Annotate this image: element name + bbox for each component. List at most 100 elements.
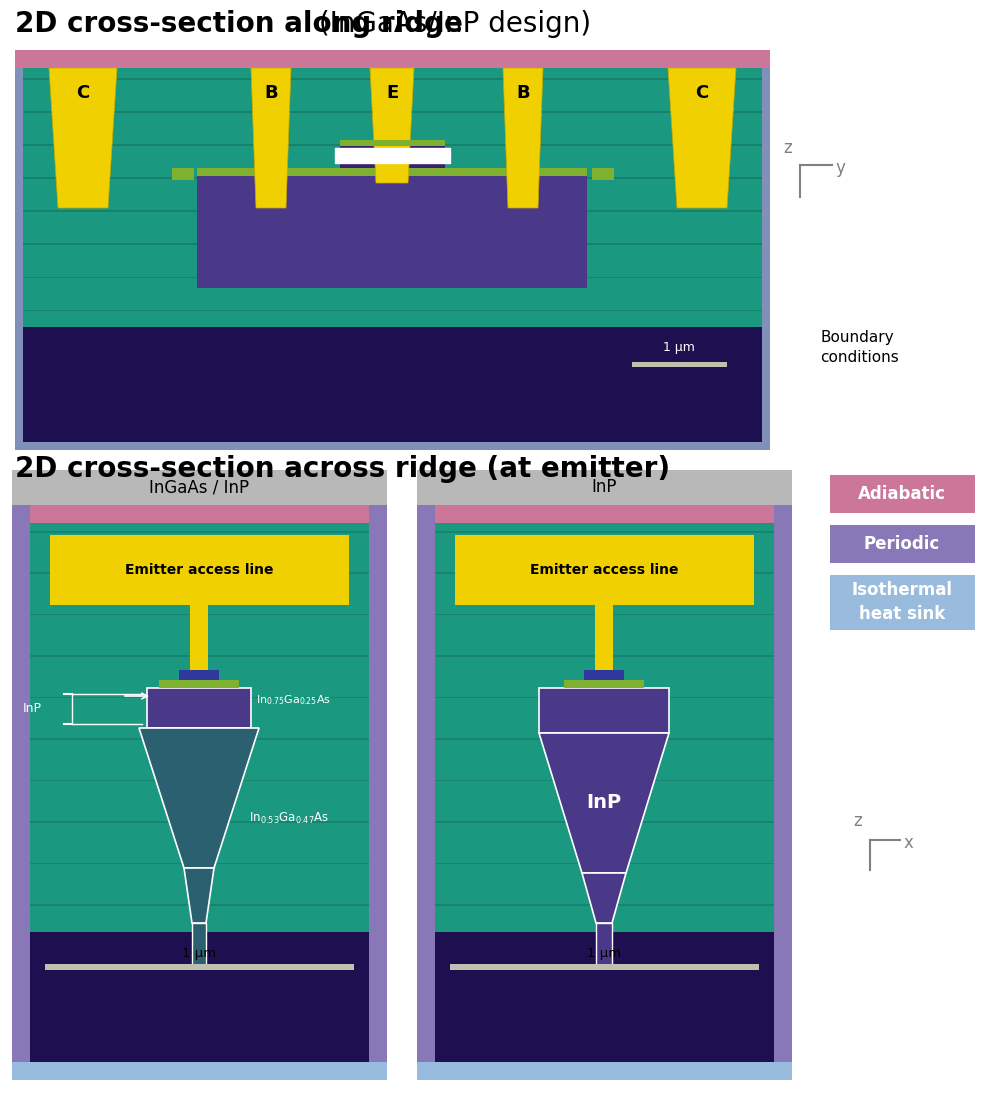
Text: z: z (784, 139, 792, 156)
Bar (23, 409, 762, 410)
Bar (30, 904, 369, 906)
Bar (455, 534, 754, 605)
Bar (435, 946, 774, 947)
Bar (45, 964, 354, 970)
Bar (30, 932, 369, 1062)
Bar (23, 111, 762, 112)
Bar (584, 670, 624, 680)
Bar (450, 964, 759, 970)
Text: B: B (516, 84, 530, 102)
Bar (30, 1028, 369, 1030)
Bar (23, 177, 762, 179)
Bar (23, 376, 762, 377)
Polygon shape (139, 728, 259, 868)
Text: Periodic: Periodic (864, 534, 940, 553)
Bar (30, 531, 369, 532)
Bar (774, 505, 792, 1080)
Text: Emitter access line: Emitter access line (530, 563, 679, 577)
Bar (335, 148, 450, 163)
Bar (435, 904, 774, 906)
Bar (340, 140, 445, 145)
Bar (830, 475, 975, 514)
Bar (12, 505, 387, 523)
Bar (435, 696, 774, 699)
Bar (595, 605, 613, 670)
Text: 2D cross-section across ridge (at emitter): 2D cross-section across ridge (at emitte… (15, 455, 670, 483)
Bar (435, 780, 774, 781)
Text: Isothermal
heat sink: Isothermal heat sink (852, 581, 952, 623)
Bar (192, 923, 206, 968)
Bar (15, 50, 770, 68)
Bar (564, 680, 644, 688)
Bar (23, 387, 762, 442)
Bar (435, 614, 774, 615)
Text: InGaAs / InP: InGaAs / InP (149, 478, 250, 497)
Polygon shape (184, 868, 214, 923)
Bar (23, 310, 762, 311)
Bar (23, 144, 762, 145)
Polygon shape (251, 68, 291, 208)
Bar (369, 505, 387, 1080)
Text: $\mathdefault{In_{0.53}Ga_{0.47}As}$: $\mathdefault{In_{0.53}Ga_{0.47}As}$ (249, 810, 329, 825)
Bar (417, 505, 792, 523)
Text: InP: InP (586, 793, 622, 812)
Polygon shape (582, 873, 626, 923)
Bar (596, 923, 612, 968)
Bar (190, 605, 208, 670)
Text: Active region: Active region (342, 149, 442, 162)
Polygon shape (49, 68, 117, 208)
Bar (30, 987, 369, 988)
Polygon shape (503, 68, 543, 208)
Text: B: B (264, 84, 278, 102)
Bar (30, 523, 369, 1062)
Bar (417, 505, 435, 1080)
Bar (30, 696, 369, 699)
Text: 1 µm: 1 µm (182, 948, 216, 961)
Text: conditions: conditions (820, 350, 899, 365)
Bar (417, 1062, 792, 1080)
Text: 2D cross-section along ridge: 2D cross-section along ridge (15, 10, 463, 37)
Bar (15, 50, 770, 450)
Text: Boundary: Boundary (820, 329, 894, 345)
Bar (23, 327, 762, 442)
Bar (30, 614, 369, 615)
Bar (435, 987, 774, 988)
Polygon shape (539, 688, 669, 733)
Polygon shape (370, 68, 414, 183)
Text: InP: InP (23, 702, 42, 714)
Bar (197, 168, 587, 288)
Bar (435, 523, 774, 1062)
Bar (417, 469, 792, 505)
Text: C: C (695, 84, 709, 102)
Text: y: y (835, 159, 845, 177)
Text: 1 µm: 1 µm (663, 341, 695, 354)
Text: 1 µm: 1 µm (587, 948, 621, 961)
Bar (197, 168, 587, 176)
Bar (23, 277, 762, 278)
Bar (435, 572, 774, 574)
Bar (12, 1062, 387, 1080)
Text: InP: InP (592, 478, 617, 497)
Bar (340, 140, 445, 168)
Text: (InGaAs/InP design): (InGaAs/InP design) (310, 10, 591, 37)
Text: Adiabatic: Adiabatic (858, 485, 946, 503)
Bar (435, 531, 774, 532)
Bar (30, 738, 369, 739)
Bar (23, 68, 762, 442)
Bar (830, 525, 975, 563)
Bar (50, 534, 349, 605)
Text: Emitter access line: Emitter access line (125, 563, 274, 577)
Bar (30, 863, 369, 864)
Bar (435, 821, 774, 823)
Bar (23, 343, 762, 344)
Bar (159, 680, 239, 688)
Bar (30, 780, 369, 781)
Bar (830, 575, 975, 630)
Bar (632, 361, 727, 367)
Polygon shape (668, 68, 736, 208)
Bar (23, 78, 762, 79)
Text: C: C (76, 84, 90, 102)
Bar (12, 469, 387, 505)
Bar (30, 946, 369, 947)
Bar (30, 821, 369, 823)
